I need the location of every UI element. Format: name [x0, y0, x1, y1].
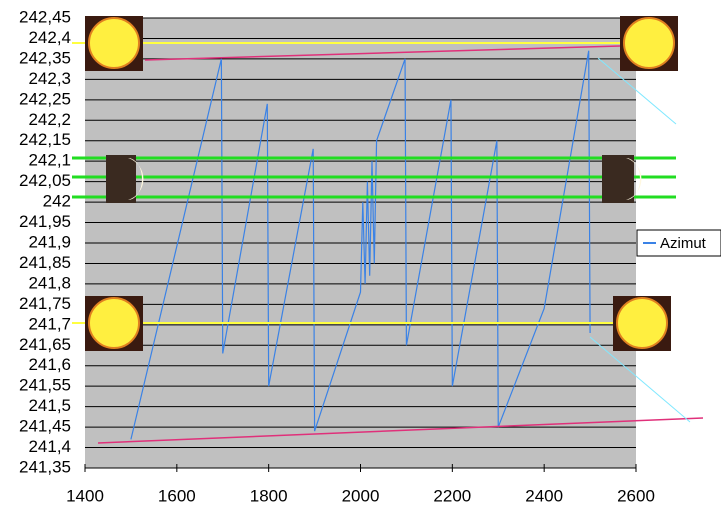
y-tick-label: 242,25 [19, 89, 71, 108]
x-tick-label: 2200 [433, 486, 471, 505]
decorations [72, 16, 704, 444]
series-layer [130, 50, 591, 440]
y-tick-label: 241,7 [28, 314, 71, 333]
cyan-line [589, 336, 691, 423]
pink-line [144, 45, 621, 61]
x-tick-label: 2000 [342, 486, 380, 505]
y-tick-label: 241,55 [19, 376, 71, 395]
sun-icon [620, 16, 678, 71]
sun-icon [85, 296, 143, 351]
y-tick-label: 242,1 [28, 151, 71, 170]
legend-label: Azimut [660, 235, 707, 252]
y-tick-label: 241,6 [28, 355, 71, 374]
y-tick-label: 242,4 [28, 28, 71, 47]
y-tick-label: 241,45 [19, 417, 71, 436]
moon-icon [602, 155, 642, 203]
y-tick-label: 241,8 [28, 273, 71, 292]
sun-icon [85, 16, 143, 71]
x-tick-label: 1400 [66, 486, 104, 505]
y-tick-label: 241,75 [19, 294, 71, 313]
x-tick-label: 2600 [617, 486, 655, 505]
y-tick-label: 242,45 [19, 7, 71, 26]
y-tick-label: 241,4 [28, 437, 71, 456]
y-tick-label: 242,05 [19, 171, 71, 190]
y-tick-label: 242,35 [19, 48, 71, 67]
sun-icon [613, 296, 671, 351]
legend: Azimut [636, 229, 721, 257]
y-tick-label: 241,35 [19, 457, 71, 476]
y-tick-label: 241,5 [28, 396, 71, 415]
cyan-line [597, 57, 677, 125]
y-tick-label: 242,15 [19, 130, 71, 149]
y-tick-label: 241,85 [19, 253, 71, 272]
y-tick-label: 242,2 [28, 110, 71, 129]
y-tick-label: 241,95 [19, 212, 71, 231]
y-tick-label: 242 [43, 192, 71, 211]
x-tick-label: 1600 [158, 486, 196, 505]
y-tick-label: 241,9 [28, 232, 71, 251]
data-line [130, 50, 591, 440]
y-tick-label: 241,65 [19, 335, 71, 354]
x-tick-label: 1800 [250, 486, 288, 505]
y-tick-label: 242,3 [28, 69, 71, 88]
pink-line [97, 417, 704, 444]
x-tick-label: 2400 [525, 486, 563, 505]
moon-icon [106, 155, 144, 203]
